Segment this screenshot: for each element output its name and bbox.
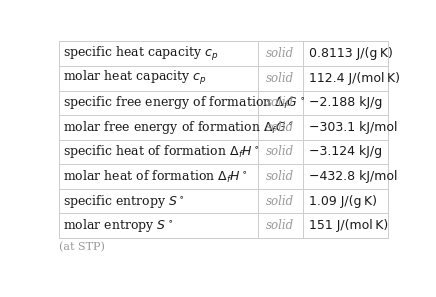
Text: solid: solid — [266, 96, 294, 109]
Text: solid: solid — [266, 47, 294, 60]
Text: −3.124 kJ/g: −3.124 kJ/g — [309, 146, 382, 159]
Text: 151 J/(mol K): 151 J/(mol K) — [309, 219, 388, 232]
Text: −2.188 kJ/g: −2.188 kJ/g — [309, 96, 382, 109]
Text: −303.1 kJ/mol: −303.1 kJ/mol — [309, 121, 397, 134]
Text: solid: solid — [266, 219, 294, 232]
Text: (at STP): (at STP) — [58, 241, 105, 252]
Text: solid: solid — [266, 121, 294, 134]
Text: 0.8113 J/(g K): 0.8113 J/(g K) — [309, 47, 392, 60]
Text: solid: solid — [266, 72, 294, 85]
Text: specific entropy $S^\circ$: specific entropy $S^\circ$ — [63, 193, 184, 210]
Text: molar heat capacity $c_p$: molar heat capacity $c_p$ — [63, 69, 206, 87]
Text: specific heat capacity $c_p$: specific heat capacity $c_p$ — [63, 45, 218, 63]
Text: solid: solid — [266, 146, 294, 159]
Text: 112.4 J/(mol K): 112.4 J/(mol K) — [309, 72, 400, 85]
Text: 1.09 J/(g K): 1.09 J/(g K) — [309, 195, 377, 208]
Text: solid: solid — [266, 170, 294, 183]
Text: specific heat of formation $\Delta_f H^\circ$: specific heat of formation $\Delta_f H^\… — [63, 143, 259, 160]
Text: molar free energy of formation $\Delta_f G^\circ$: molar free energy of formation $\Delta_f… — [63, 119, 293, 136]
Text: solid: solid — [266, 195, 294, 208]
Text: −432.8 kJ/mol: −432.8 kJ/mol — [309, 170, 397, 183]
Text: specific free energy of formation $\Delta_f G^\circ$: specific free energy of formation $\Delt… — [63, 94, 305, 111]
Text: molar entropy $S^\circ$: molar entropy $S^\circ$ — [63, 217, 173, 234]
Text: molar heat of formation $\Delta_f H^\circ$: molar heat of formation $\Delta_f H^\cir… — [63, 168, 248, 185]
